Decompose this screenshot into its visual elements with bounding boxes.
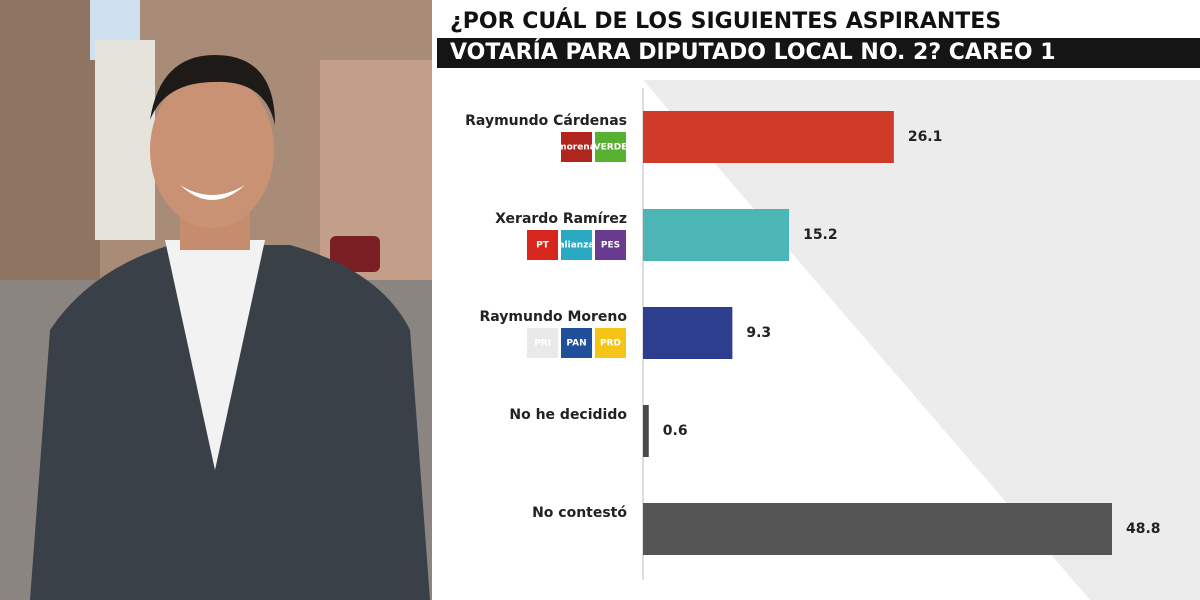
bar [643,307,733,359]
chart-subtitle: VOTARÍA PARA DIPUTADO LOCAL NO. 2? CAREO… [450,39,1056,65]
category-label: Raymundo Moreno [480,309,628,325]
party-logo-label: PRI [534,339,551,349]
chart-title: ¿POR CUÁL DE LOS SIGUIENTES ASPIRANTES [450,8,1001,34]
party-logo [527,328,558,358]
party-logo [595,230,626,260]
category-label: No contestó [532,505,627,521]
value-label: 0.6 [663,423,688,439]
party-logo-label: VERDE [594,143,628,153]
bar [643,503,1112,555]
value-label: 26.1 [908,129,943,145]
party-logo [561,230,592,260]
party-logo [561,328,592,358]
party-logo-label: PRD [600,339,621,349]
category-label: Xerardo Ramírez [495,211,627,227]
party-logo-label: PAN [566,339,586,349]
value-label: 9.3 [746,325,771,341]
subtitle-band [437,38,1200,68]
value-label: 48.8 [1126,521,1161,537]
category-label: No he decidido [509,407,627,423]
party-logo-label: alianza [558,241,594,251]
bar [643,209,790,261]
bar [643,111,894,163]
party-logo [595,132,626,162]
party-logo-label: PT [536,241,550,251]
bar [643,405,649,457]
party-logo-label: PES [601,241,620,251]
party-logo [527,230,558,260]
party-logo [561,132,592,162]
value-label: 15.2 [803,227,838,243]
party-logo [595,328,626,358]
photo [0,0,432,600]
category-label: Raymundo Cárdenas [465,113,627,129]
party-logo-label: morena [557,143,596,153]
